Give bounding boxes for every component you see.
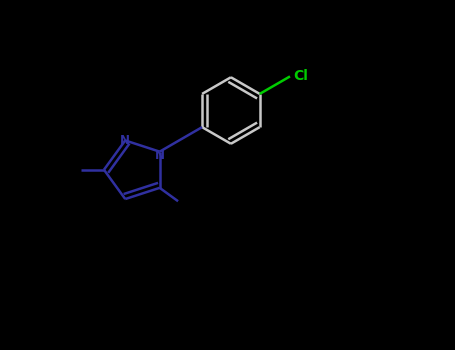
Text: N: N <box>155 149 165 162</box>
Text: Cl: Cl <box>293 69 308 83</box>
Text: N: N <box>120 134 130 147</box>
